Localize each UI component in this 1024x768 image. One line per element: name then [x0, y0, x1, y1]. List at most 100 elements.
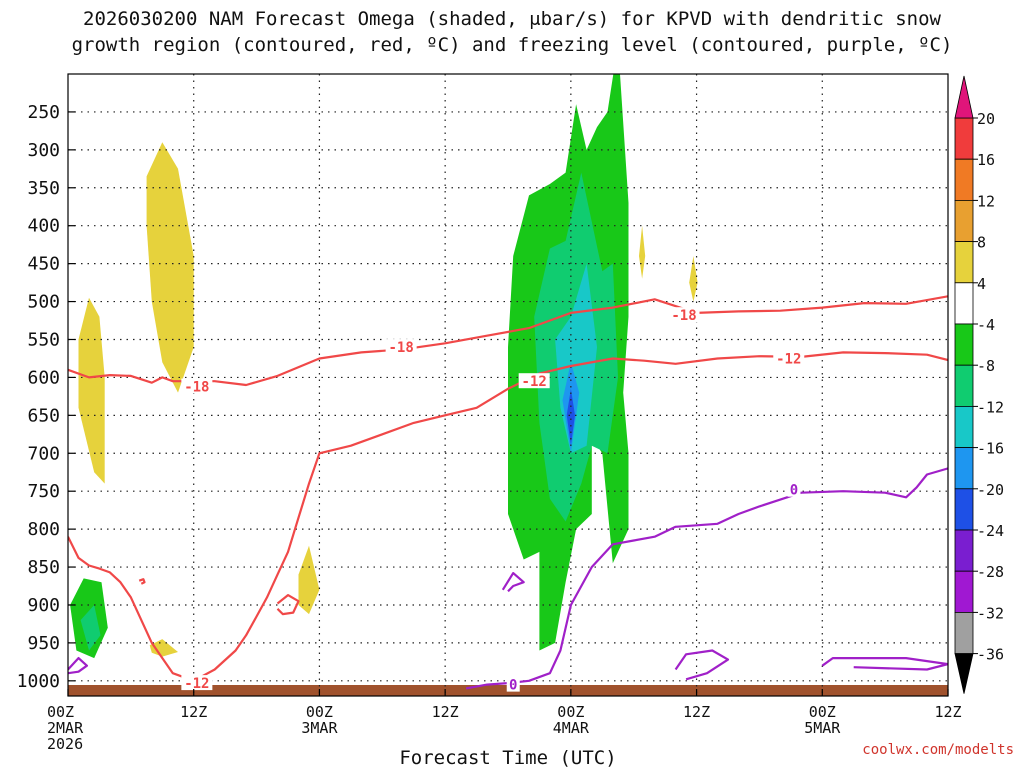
- colorbar-swatch-8: [954, 447, 974, 490]
- contour-label: -12: [776, 351, 801, 367]
- colorbar-label-13: -36: [977, 646, 1004, 664]
- y-tick-label-300: 300: [27, 140, 60, 161]
- colorbar-label-6: -8: [977, 357, 995, 375]
- colorbar-label-5: -4: [977, 316, 995, 334]
- x-axis-label: Forecast Time (UTC): [399, 747, 616, 768]
- contour-0-4: [465, 467, 948, 690]
- colorbar-label-4: 4: [977, 275, 986, 293]
- colorbar-label-9: -20: [977, 481, 1004, 499]
- contour-0-6: [68, 656, 89, 675]
- contour-label-bg: [668, 307, 700, 323]
- x-tick-label-12-0: 12Z: [180, 703, 207, 721]
- contour-label-bg: [773, 350, 805, 366]
- colorbar: 20 16 12 8 4 -4 -8 -12 -16 -20 -24 -28 -32 -36: [954, 75, 1004, 694]
- colorbar-label-10: -24: [977, 522, 1004, 540]
- y-tick-label-850: 850: [27, 557, 60, 578]
- x-tick-label-36-0: 12Z: [432, 703, 459, 721]
- omega-shade-5: [689, 256, 698, 302]
- contour-label-bg: [506, 676, 520, 692]
- colorbar-swatch-7: [954, 405, 974, 448]
- colorbar-label-8: -16: [977, 440, 1004, 458]
- contour-label-bg: [518, 373, 550, 389]
- contour-label-bg: [181, 675, 213, 691]
- contour--12-3: [138, 578, 146, 585]
- colorbar-swatch-0: [954, 117, 974, 160]
- x-tick-label-24-0: 00Z: [306, 703, 333, 721]
- colorbar-swatch-5: [954, 323, 974, 366]
- contour-label-bg: [385, 339, 417, 355]
- y-tick-label-750: 750: [27, 481, 60, 502]
- y-tick-label-700: 700: [27, 443, 60, 464]
- x-tick-label-60-0: 12Z: [683, 703, 710, 721]
- y-tick-label-500: 500: [27, 292, 60, 313]
- y-tick-label-900: 900: [27, 595, 60, 616]
- y-tick-label-950: 950: [27, 633, 60, 654]
- x-tick-label-72-1: 5MAR: [804, 719, 841, 737]
- x-tick-label-0-1: 2MAR: [47, 719, 84, 737]
- colorbar-label-3: 8: [977, 234, 986, 252]
- contour-label: -18: [671, 308, 696, 324]
- contour-label: 0: [509, 678, 517, 694]
- contour-label: -12: [522, 374, 547, 390]
- contour-layer: -18 -18 -18 -12 -12 -12 0 0: [68, 295, 948, 694]
- credit-text: coolwx.com/modelts: [862, 742, 1014, 758]
- contour-label: -18: [184, 380, 209, 396]
- omega-shade-2: [298, 545, 320, 615]
- omega-shade-4: [639, 225, 646, 279]
- contour-label: -18: [388, 340, 413, 356]
- x-tick-label-24-1: 3MAR: [301, 719, 338, 737]
- y-tick-label-800: 800: [27, 519, 60, 540]
- colorbar-label-12: -32: [977, 604, 1004, 622]
- plot-frame: [67, 73, 949, 697]
- y-tick-label-600: 600: [27, 367, 60, 388]
- colorbar-label-11: -28: [977, 563, 1004, 581]
- contour-0-7: [674, 649, 730, 681]
- y-tick-label-550: 550: [27, 329, 60, 350]
- colorbar-swatch-12: [954, 612, 974, 655]
- colorbar-swatch-10: [954, 529, 974, 572]
- colorbar-swatch-6: [954, 364, 974, 407]
- colorbar-label-7: -12: [977, 398, 1004, 416]
- contour-label-bg: [787, 481, 801, 497]
- contour--12-1: [68, 351, 948, 682]
- colorbar-swatch-9: [954, 488, 974, 531]
- contour--18-0: [68, 295, 948, 387]
- y-tick-label-450: 450: [27, 254, 60, 275]
- colorbar-label-1: 16: [977, 151, 995, 169]
- x-tick-label-0-0: 00Z: [47, 703, 74, 721]
- colorbar-swatch-4: [954, 282, 974, 325]
- chart-title-line-2: growth region (contoured, red, ºC) and f…: [71, 34, 953, 56]
- contour--12-2: [276, 593, 300, 616]
- x-tick-label-84-0: 12Z: [934, 703, 961, 721]
- colorbar-swatch-11: [954, 570, 974, 613]
- x-tick-label-48-0: 00Z: [557, 703, 584, 721]
- omega-shade-12: [566, 388, 575, 446]
- y-tick-label-350: 350: [27, 178, 60, 199]
- contour-label: 0: [790, 483, 798, 499]
- colorbar-label-0: 20: [977, 110, 995, 128]
- y-tick-label-1000: 1000: [17, 671, 60, 692]
- y-tick-label-400: 400: [27, 216, 60, 237]
- x-tick-label-48-1: 4MAR: [553, 719, 590, 737]
- y-tick-label-650: 650: [27, 405, 60, 426]
- colorbar-top-arrow: [954, 75, 974, 119]
- y-tick-label-250: 250: [27, 102, 60, 123]
- colorbar-swatch-3: [954, 241, 974, 284]
- x-tick-label-72-0: 00Z: [809, 703, 836, 721]
- contour-0-5: [501, 571, 525, 593]
- omega-shade-3: [149, 639, 178, 657]
- omega-shade-0: [78, 297, 105, 484]
- contour-label: -12: [184, 676, 209, 692]
- colorbar-swatch-1: [954, 158, 974, 201]
- omega-shade-7: [80, 605, 101, 651]
- contour-label-bg: [181, 378, 213, 394]
- chart-title-line-1: 2026030200 NAM Forecast Omega (shaded, μ…: [83, 8, 941, 30]
- colorbar-bottom-arrow: [954, 653, 974, 694]
- colorbar-swatch-2: [954, 199, 974, 242]
- contour-0-8: [821, 656, 948, 671]
- axis-layer: 250 300 350 400 450 500 550 600 650 700 750 800 850 9…: [17, 73, 962, 753]
- x-tick-label-0-2: 2026: [47, 735, 83, 753]
- colorbar-label-2: 12: [977, 192, 995, 210]
- omega-shade-1: [146, 142, 194, 393]
